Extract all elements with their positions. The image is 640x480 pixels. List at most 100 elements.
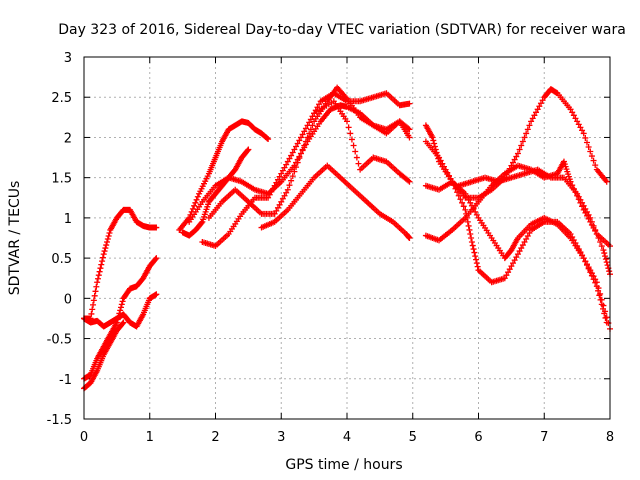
data-point-marker	[274, 176, 281, 183]
data-point-marker	[273, 207, 280, 214]
data-point-marker	[353, 154, 360, 161]
data-point-marker	[289, 173, 296, 180]
data-point-marker	[106, 229, 113, 236]
data-point-marker	[274, 204, 281, 211]
data-point-marker	[585, 143, 592, 150]
data-point-marker	[95, 272, 102, 279]
data-point-marker	[119, 320, 126, 327]
data-point-marker	[580, 202, 587, 209]
data-point-marker	[602, 314, 609, 321]
data-point-marker	[273, 179, 280, 186]
data-point-marker	[600, 247, 607, 254]
data-point-marker	[583, 261, 590, 268]
data-point-marker	[440, 163, 447, 170]
data-point-marker	[286, 182, 293, 189]
data-point-marker	[244, 147, 251, 154]
data-point-marker	[116, 310, 123, 317]
data-point-marker	[516, 146, 523, 153]
y-tick-label: 2.5	[51, 91, 72, 106]
data-point-marker	[474, 263, 481, 270]
data-point-marker	[297, 150, 304, 157]
data-point-marker	[579, 199, 586, 206]
data-point-marker	[198, 219, 205, 226]
data-point-marker	[455, 192, 462, 199]
data-point-marker	[192, 199, 199, 206]
data-point-marker	[104, 239, 111, 246]
x-tick-label: 6	[474, 430, 482, 445]
data-point-marker	[524, 232, 531, 239]
series-arc8	[199, 90, 413, 250]
data-point-marker	[521, 239, 528, 246]
data-point-marker	[465, 196, 472, 203]
data-point-marker	[281, 192, 288, 199]
y-tick-label: -1.5	[47, 413, 72, 428]
data-series	[81, 84, 613, 392]
data-point-marker	[296, 137, 303, 144]
series-arc2	[81, 291, 160, 330]
data-point-marker	[265, 194, 272, 201]
data-point-marker	[99, 258, 106, 265]
data-point-marker	[603, 314, 610, 321]
data-point-marker	[531, 112, 538, 119]
data-point-marker	[406, 134, 413, 141]
data-point-marker	[345, 124, 352, 131]
y-tick-label: 0	[64, 292, 72, 307]
y-tick-label: 1.5	[51, 172, 72, 187]
data-point-marker	[439, 160, 446, 167]
series-arc4	[81, 319, 127, 392]
data-point-marker	[430, 137, 437, 144]
data-point-marker	[90, 297, 97, 304]
data-point-marker	[120, 319, 127, 326]
x-tick-label: 1	[146, 430, 154, 445]
data-point-marker	[467, 199, 474, 206]
series-arc16	[455, 166, 613, 278]
data-point-marker	[103, 242, 110, 249]
data-point-marker	[575, 193, 582, 200]
data-point-marker	[454, 189, 461, 196]
data-point-marker	[537, 100, 544, 107]
data-point-marker	[431, 140, 438, 147]
data-point-marker	[294, 159, 301, 166]
data-point-marker	[304, 134, 311, 141]
data-point-marker	[473, 211, 480, 218]
data-point-marker	[309, 122, 316, 129]
data-point-marker	[153, 255, 160, 262]
data-point-marker	[265, 136, 272, 143]
data-point-marker	[567, 106, 574, 113]
data-point-marker	[153, 224, 160, 231]
data-point-marker	[523, 236, 530, 243]
data-point-marker	[299, 146, 306, 153]
data-point-marker	[352, 148, 359, 155]
data-point-marker	[577, 124, 584, 131]
data-point-marker	[153, 291, 160, 298]
data-point-marker	[601, 250, 608, 257]
series-arc5	[176, 118, 272, 233]
data-point-marker	[516, 248, 523, 255]
axis-ticks: 0 1 2 3 4 5 6 7 8 -1.5 -1 -0.5 0 0.5 1 1.5 2 2.5 3	[47, 51, 615, 445]
data-point-marker	[459, 199, 466, 206]
data-point-marker	[569, 109, 576, 116]
data-point-marker	[194, 193, 201, 200]
data-point-marker	[510, 159, 517, 166]
data-point-marker	[191, 202, 198, 209]
y-tick-label: 3	[64, 51, 72, 66]
x-tick-label: 8	[606, 430, 614, 445]
data-point-marker	[518, 245, 525, 252]
data-point-marker	[314, 104, 321, 111]
y-tick-label: -1	[59, 373, 72, 388]
data-point-marker	[299, 131, 306, 138]
data-point-marker	[301, 142, 308, 149]
x-tick-label: 4	[343, 430, 351, 445]
data-point-marker	[405, 177, 412, 184]
data-point-marker	[296, 155, 303, 162]
x-tick-label: 5	[409, 430, 417, 445]
data-point-marker	[575, 121, 582, 128]
data-point-marker	[89, 306, 96, 313]
data-point-marker	[278, 198, 285, 205]
data-point-marker	[593, 230, 600, 237]
data-point-marker	[592, 276, 599, 283]
data-point-marker	[585, 211, 592, 218]
data-point-marker	[90, 301, 97, 308]
data-point-marker	[245, 146, 252, 153]
